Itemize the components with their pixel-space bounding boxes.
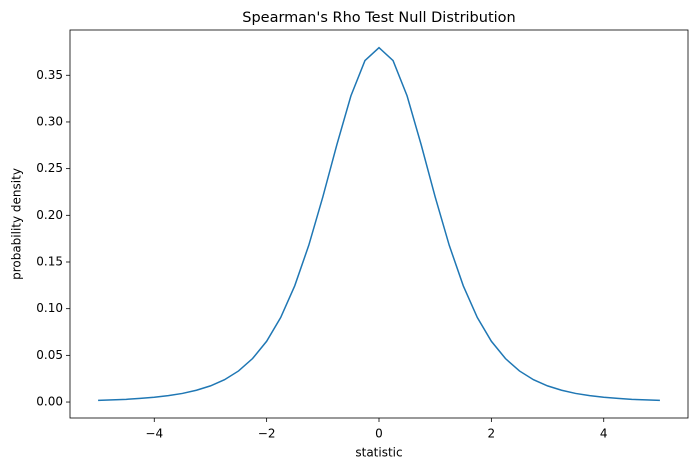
- plot-frame: [69, 29, 689, 419]
- x-tick-label: −4: [145, 427, 163, 441]
- y-axis-label: probability density: [10, 168, 24, 280]
- x-tick-label: 2: [488, 427, 496, 441]
- y-tick-label: 0.00: [36, 395, 63, 409]
- y-tick-label: 0.20: [36, 208, 63, 222]
- y-tick-label: 0.30: [36, 114, 63, 128]
- y-tick-label: 0.05: [36, 348, 63, 362]
- y-tick-label: 0.25: [36, 161, 63, 175]
- line: [98, 46, 660, 402]
- y-tick-label: 0.15: [36, 254, 63, 268]
- x-tick-label: −2: [258, 427, 276, 441]
- chart-title: Spearman's Rho Test Null Distribution: [242, 10, 515, 26]
- y-tick-label: 0.10: [36, 301, 63, 315]
- y-tick-label: 0.35: [36, 68, 63, 82]
- x-tick-label: 0: [375, 427, 383, 441]
- x-tick-label: 4: [600, 427, 608, 441]
- x-axis-label: statistic: [355, 446, 402, 460]
